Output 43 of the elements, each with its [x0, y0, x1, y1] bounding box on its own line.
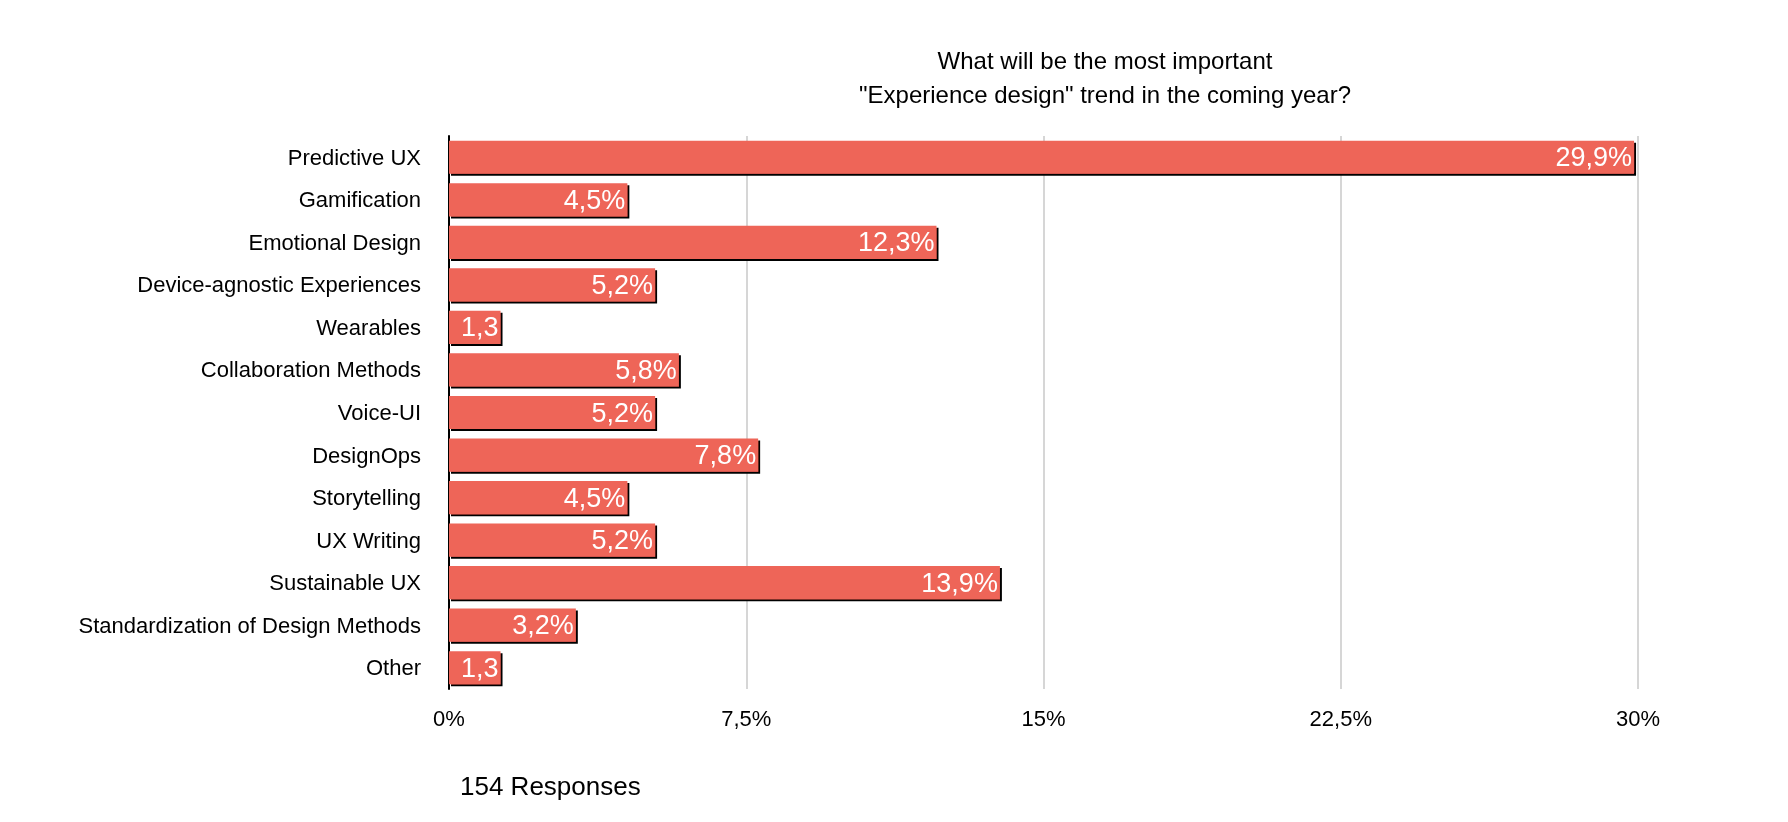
y-tick-label: Device-agnostic Experiences: [137, 272, 421, 298]
bar: [449, 438, 759, 472]
y-tick-label: Emotional Design: [248, 229, 421, 255]
data-label: 1,3: [460, 312, 499, 343]
data-label: 5,2%: [591, 525, 654, 556]
bar: [449, 268, 656, 302]
bar: [449, 225, 937, 259]
bar: [449, 183, 628, 217]
bar: [449, 395, 656, 430]
x-tick-label: 30%: [1615, 705, 1661, 731]
data-label: 3,2%: [512, 610, 574, 641]
y-tick-label: DesignOps: [312, 442, 421, 468]
y-tick-label: UX Writing: [316, 527, 421, 553]
data-label: 4,5%: [563, 184, 626, 215]
data-label: 29,9%: [1555, 142, 1633, 173]
y-tick-label: Standardization of Design Methods: [78, 612, 421, 638]
x-tick-label: 0%: [433, 705, 465, 731]
y-tick-label: Sustainable UX: [269, 570, 422, 596]
y-tick-label: Wearables: [316, 314, 421, 340]
x-tick-label: 22,5%: [1309, 705, 1372, 731]
bar: [449, 523, 656, 557]
text: 154 Responses: [460, 771, 641, 801]
data-label: 4,5%: [563, 482, 626, 513]
data-label: 12,3%: [857, 227, 935, 258]
data-label: 1,3: [460, 652, 499, 683]
bar: [449, 566, 1000, 600]
y-tick-label: Predictive UX: [287, 144, 422, 170]
y-tick-label: Collaboration Methods: [200, 357, 421, 383]
y-tick-label: Storytelling: [312, 485, 421, 511]
data-label: 7,8%: [694, 440, 757, 471]
bar: [449, 140, 1635, 174]
x-tick-label: 15%: [1021, 705, 1066, 731]
data-label: 13,9%: [921, 567, 998, 598]
bar: [449, 353, 679, 387]
data-label: 5,2%: [591, 269, 654, 300]
x-tick-label: 7,5%: [721, 705, 772, 731]
data-label: 5,8%: [615, 354, 677, 385]
y-tick-label: Other: [365, 655, 421, 681]
y-tick-label: Gamification: [298, 187, 421, 213]
bar: [449, 480, 628, 515]
chart-title: What will be the most important "Experience design" trend in the coming year?: [859, 46, 1351, 108]
y-tick-label: Voice-UI: [337, 400, 421, 425]
data-label: 5,2%: [591, 397, 654, 428]
